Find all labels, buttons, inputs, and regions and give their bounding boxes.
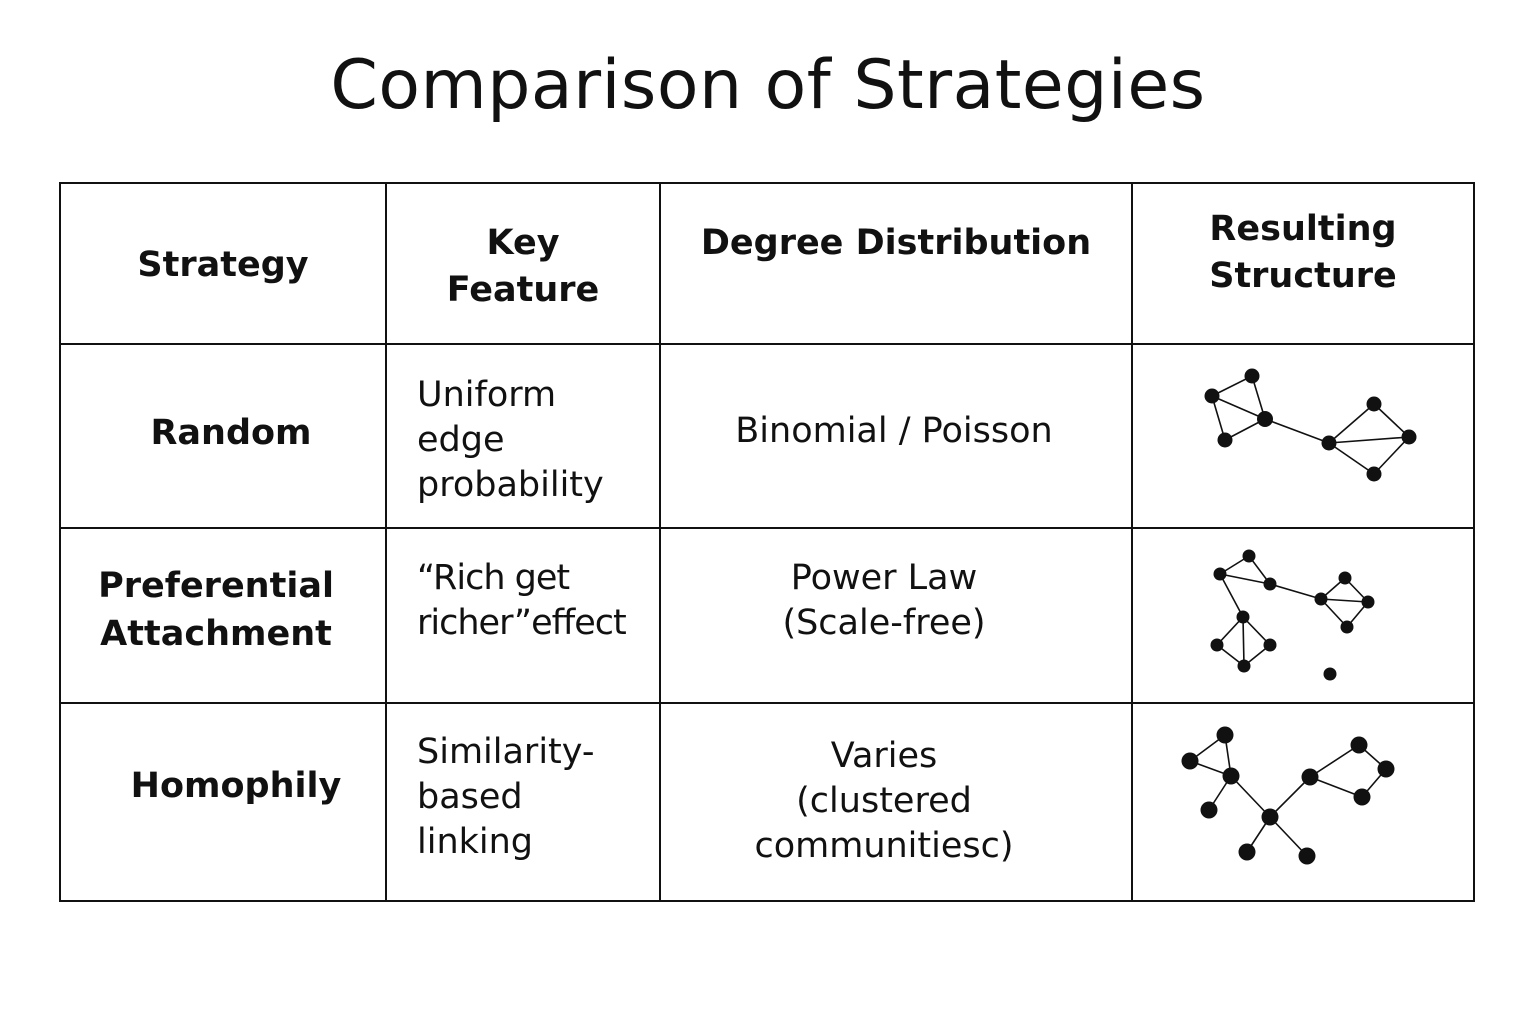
row-random-key-feature-cell: Uniform edge probability [387,345,661,529]
clustered-network-icon [1181,726,1395,865]
row-homophily-key-feature-cell: Similarity- based linking [387,704,661,900]
row-strategy-label: Random [150,413,312,453]
row-preferential-key-feature-cell: “Rich get richer”effect [387,529,661,704]
row-homophily-strategy-cell: Homophily [61,704,387,900]
row-preferential-strategy-cell: Preferential Attachment [61,529,387,704]
row-preferential-structure-cell [1133,529,1473,704]
random-network-icon [1204,368,1417,482]
header-strategy: Strategy [137,245,309,285]
row-degree-distribution: Power Law (Scale-free) [782,558,986,643]
header-cell-degree-distribution: Degree Distribution [661,184,1133,345]
header-resulting-structure: Resulting Structure [1209,209,1397,296]
row-key-feature: Similarity- based linking [417,732,595,862]
header-cell-resulting-structure: Resulting Structure [1133,184,1473,345]
row-random-structure-cell [1133,345,1473,529]
row-random-degree-cell: Binomial / Poisson [661,345,1133,529]
row-preferential-degree-cell: Power Law (Scale-free) [661,529,1133,704]
comparison-table: Strategy Key Feature Degree Distribution… [59,182,1475,902]
header-cell-key-feature: Key Feature [387,184,661,345]
header-key-feature: Key Feature [446,223,600,310]
page-title: Comparison of Strategies [330,46,1206,125]
row-strategy-label: Homophily [130,766,342,806]
scale-free-network-icon [1210,549,1375,681]
header-degree-distribution: Degree Distribution [700,223,1092,263]
row-key-feature: “Rich get richer”effect [417,558,627,643]
row-degree-distribution: Varies (clustered communitiesc) [754,736,1014,866]
row-random-strategy-cell: Random [61,345,387,529]
row-strategy-label: Preferential Attachment [98,566,334,654]
row-homophily-structure-cell [1133,704,1473,900]
row-degree-distribution: Binomial / Poisson [735,411,1053,451]
row-key-feature: Uniform edge probability [417,375,604,505]
header-cell-strategy: Strategy [61,184,387,345]
row-homophily-degree-cell: Varies (clustered communitiesc) [661,704,1133,900]
